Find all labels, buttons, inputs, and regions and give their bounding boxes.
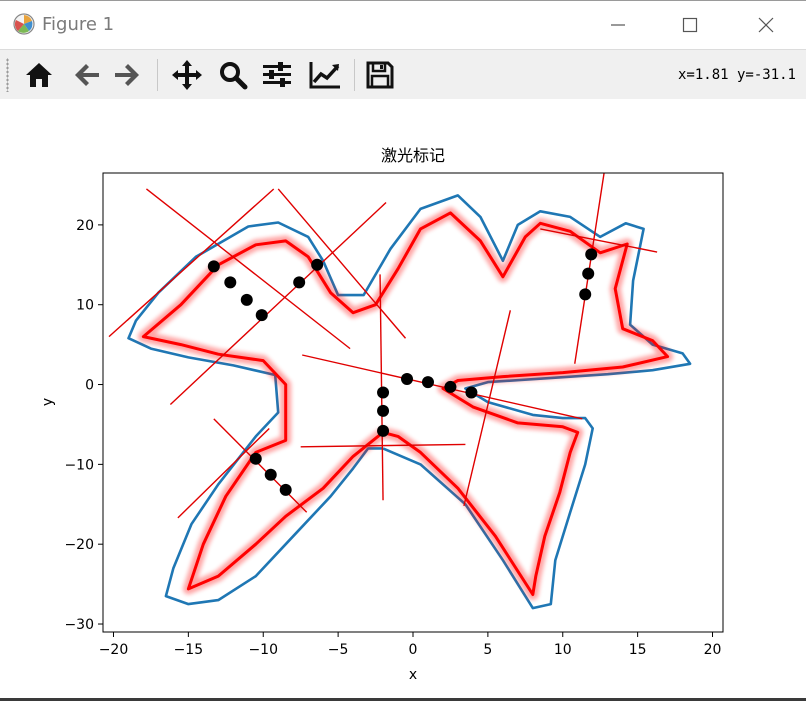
marker-point xyxy=(579,288,592,301)
x-tick-label: 10 xyxy=(554,642,572,658)
marker-point xyxy=(249,452,262,465)
marker-line xyxy=(574,173,605,364)
marker-point xyxy=(585,248,598,261)
marker-line xyxy=(302,354,583,420)
toolbar-separator xyxy=(354,59,355,91)
minimize-button[interactable] xyxy=(596,9,640,41)
save-icon xyxy=(366,61,394,89)
figure-canvas[interactable]: 激光标记 −20 −15 −10 −5 0 5 10 15 20 −30−20−1001020 … xyxy=(0,99,806,696)
close-icon xyxy=(758,17,774,33)
edit-curves-button[interactable] xyxy=(308,58,342,92)
marker-line xyxy=(277,188,407,339)
marker-point xyxy=(224,276,237,289)
marker-point xyxy=(207,260,220,273)
back-button[interactable] xyxy=(70,58,104,92)
subplots-config-icon xyxy=(263,62,291,87)
laser-path xyxy=(141,211,670,596)
marker-point xyxy=(377,404,390,417)
navigation-toolbar: x=1.81 y=-31.1 xyxy=(0,49,806,99)
toolbar-separator xyxy=(157,59,158,91)
marker-lines xyxy=(108,173,658,519)
x-tick-label: −20 xyxy=(99,642,129,658)
pan-button[interactable] xyxy=(170,58,204,92)
x-tick-label: 15 xyxy=(629,642,647,658)
forward-button[interactable] xyxy=(110,58,144,92)
marker-point xyxy=(264,468,277,481)
y-tick-label: 10 xyxy=(76,298,94,314)
y-tick-label: −10 xyxy=(64,457,94,473)
x-tick-label: −10 xyxy=(248,642,278,658)
toolbar-grip[interactable] xyxy=(6,58,9,92)
minimize-icon xyxy=(611,24,625,26)
marker-line xyxy=(177,427,270,519)
forward-arrow-icon xyxy=(115,64,139,86)
x-tick-label: −15 xyxy=(174,642,204,658)
x-tick-label: 20 xyxy=(704,642,722,658)
edit-curves-icon xyxy=(309,62,340,89)
marker-point xyxy=(240,293,253,306)
marker-line xyxy=(145,188,351,350)
title-bar: Figure 1 xyxy=(0,1,806,49)
marker-point xyxy=(377,386,390,399)
marker-line xyxy=(463,310,512,507)
marker-point xyxy=(421,376,434,389)
window-title: Figure 1 xyxy=(42,14,115,35)
marker-point xyxy=(401,372,414,385)
marker-line xyxy=(213,418,308,513)
y-tick-label: −30 xyxy=(64,617,94,633)
home-icon xyxy=(26,63,52,87)
x-axis-label: x xyxy=(409,667,417,683)
y-tick-label: 0 xyxy=(85,378,94,394)
y-tick-label: 20 xyxy=(76,218,94,234)
x-tick-label: 0 xyxy=(409,642,418,658)
y-axis-label: y xyxy=(40,398,56,406)
subplots-button[interactable] xyxy=(260,58,294,92)
save-button[interactable] xyxy=(363,58,397,92)
x-axis-ticks: −20 −15 −10 −5 0 5 10 15 20 xyxy=(99,632,722,658)
pan-icon xyxy=(172,60,202,90)
marker-point xyxy=(279,483,292,496)
marker-line xyxy=(169,202,387,406)
plot-area xyxy=(108,173,692,610)
marker-point xyxy=(255,309,268,322)
marker-point xyxy=(311,258,324,271)
close-button[interactable] xyxy=(744,9,788,41)
chart-title: 激光标记 xyxy=(381,146,445,165)
marker-line xyxy=(540,228,658,253)
back-arrow-icon xyxy=(75,64,99,86)
marker-point xyxy=(582,267,595,280)
x-tick-label: 5 xyxy=(483,642,492,658)
maximize-icon xyxy=(682,17,698,33)
marker-point xyxy=(377,424,390,437)
marker-point xyxy=(444,380,457,393)
maximize-button[interactable] xyxy=(668,9,712,41)
figure-background xyxy=(0,99,806,696)
zoom-button[interactable] xyxy=(216,58,250,92)
y-axis-ticks: −30 −20 −10 0 10 20 xyxy=(64,218,103,633)
marker-line xyxy=(108,188,275,338)
marker-point xyxy=(465,386,478,399)
zoom-icon xyxy=(220,62,248,90)
y-tick-label: −20 xyxy=(64,537,94,553)
marker-line xyxy=(300,443,466,448)
x-tick-label: −5 xyxy=(328,642,349,658)
marker-points xyxy=(207,248,598,496)
home-button[interactable] xyxy=(22,58,56,92)
cursor-coordinates: x=1.81 y=-31.1 xyxy=(677,67,796,83)
window-bottom-border xyxy=(0,698,806,701)
marker-point xyxy=(293,276,306,289)
matplotlib-icon xyxy=(13,13,35,35)
